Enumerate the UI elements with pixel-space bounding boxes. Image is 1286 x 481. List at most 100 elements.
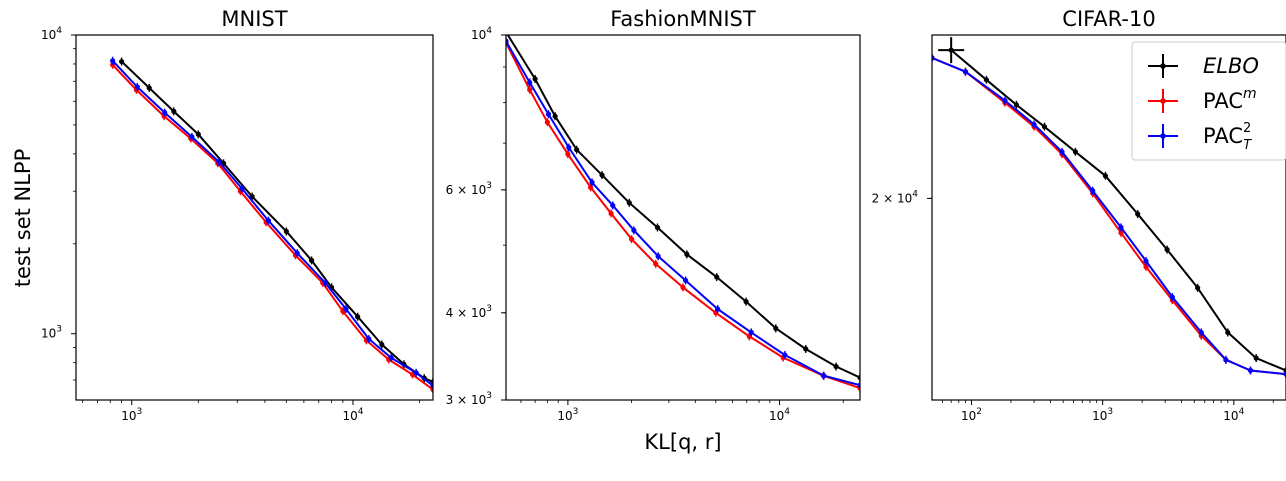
x-tick-exponent: 2 [976, 407, 982, 417]
data-point [1118, 230, 1124, 236]
plot-frame-mnist [75, 34, 434, 401]
series-line-1 [506, 42, 860, 390]
data-point [1002, 97, 1008, 104]
data-point [1041, 124, 1048, 130]
data-point [857, 382, 860, 388]
y-tick-exponent: 3 [486, 304, 492, 314]
data-point [748, 329, 754, 335]
data-point [379, 341, 385, 348]
data-point [654, 224, 661, 231]
data-point [171, 108, 177, 114]
data-point [610, 202, 616, 209]
y-tick-label: 103 [41, 325, 62, 341]
x-tick-label: 102 [961, 407, 982, 423]
data-point [1169, 294, 1175, 300]
data-point [503, 29, 508, 34]
x-tick-label: 103 [121, 407, 142, 423]
data-point [983, 77, 990, 83]
data-point [653, 261, 659, 267]
y-tick-label: 3 × 103 [446, 391, 492, 407]
data-point [195, 131, 201, 137]
y-tick-exponent: 3 [486, 391, 492, 401]
x-ticks-mnist: 103 104 [82, 400, 420, 423]
data-point [857, 375, 860, 381]
data-point [110, 58, 116, 64]
legend-label-text: ELBO [1203, 54, 1259, 78]
x-axis-label: KL[q, r] [644, 430, 721, 454]
legend-marker [1160, 133, 1166, 139]
legend-label: PACm [1203, 86, 1257, 113]
y-ticks-cifar10: 2 × 104 [872, 189, 932, 205]
y-tick-label: 104 [41, 26, 62, 42]
data-point [773, 325, 779, 331]
y-tick-exponent: 3 [486, 181, 492, 191]
data-point [343, 306, 349, 312]
series-group-cifar10 [932, 37, 1286, 379]
y-tick-label: 104 [471, 26, 492, 42]
data-point [527, 79, 533, 86]
legend-label-sup: m [1243, 86, 1257, 102]
data-point [413, 370, 419, 376]
data-point [1223, 357, 1229, 363]
panel-mnist: MNIST 103 104 103 104 [41, 7, 434, 423]
y-tick-label: 6 × 103 [446, 181, 492, 197]
x-tick-exponent: 3 [573, 407, 579, 417]
y-axis-label: test set NLPP [11, 149, 35, 288]
x-ticks-cifar10: 102 103 104 [941, 400, 1274, 423]
data-point [1072, 149, 1079, 155]
data-point [366, 336, 372, 342]
data-point [932, 55, 935, 61]
y-ticks-mnist: 103 104 [41, 26, 76, 381]
plot-frame-cifar10 [931, 34, 1286, 401]
x-tick-label: 104 [1223, 407, 1244, 423]
x-ticks-fashionmnist: 103 104 [520, 400, 844, 423]
y-tick-exponent: 4 [912, 189, 918, 199]
data-point [239, 186, 245, 192]
data-point [1195, 285, 1201, 291]
legend-label-sup: 2 [1243, 121, 1251, 136]
data-point [1247, 367, 1254, 374]
data-point [833, 363, 839, 370]
data-point [782, 352, 788, 358]
data-point [1253, 355, 1259, 361]
data-point [134, 84, 140, 90]
data-point [162, 109, 168, 116]
data-point [283, 228, 289, 235]
data-point [629, 236, 635, 242]
data-point [1164, 246, 1170, 253]
data-point [821, 373, 827, 379]
data-point [962, 69, 969, 75]
data-point [308, 257, 315, 263]
data-point [608, 210, 614, 217]
data-point [1031, 121, 1037, 128]
data-point [1013, 102, 1019, 108]
y-ticks-fashionmnist: 3 × 103 4 × 103 6 × 103 104 [446, 26, 506, 407]
data-point [1059, 149, 1065, 155]
x-tick-label: 104 [342, 407, 363, 423]
data-point [1090, 188, 1096, 194]
series-line-0 [950, 49, 1286, 372]
y-tick-exponent: 4 [486, 26, 492, 36]
data-point [1135, 211, 1141, 217]
legend-label-text: PAC [1203, 124, 1243, 148]
data-point [626, 200, 632, 206]
data-point [1225, 329, 1231, 336]
data-point [355, 314, 361, 320]
legend-frame [1131, 41, 1286, 161]
data-point [294, 250, 300, 256]
data-point [388, 355, 394, 361]
data-point [803, 346, 809, 352]
y-tick-exponent: 3 [56, 325, 62, 335]
data-point [430, 383, 433, 389]
data-point [631, 227, 637, 233]
panel-title-mnist: MNIST [221, 7, 287, 31]
legend-label: ELBO [1203, 54, 1259, 78]
x-tick-exponent: 4 [1239, 407, 1245, 417]
data-point [552, 113, 558, 119]
data-point [599, 172, 605, 178]
panel-title-cifar10: CIFAR-10 [1062, 7, 1155, 31]
data-point [146, 85, 152, 91]
legend-marker [1160, 63, 1166, 69]
series-line-2 [111, 60, 433, 387]
